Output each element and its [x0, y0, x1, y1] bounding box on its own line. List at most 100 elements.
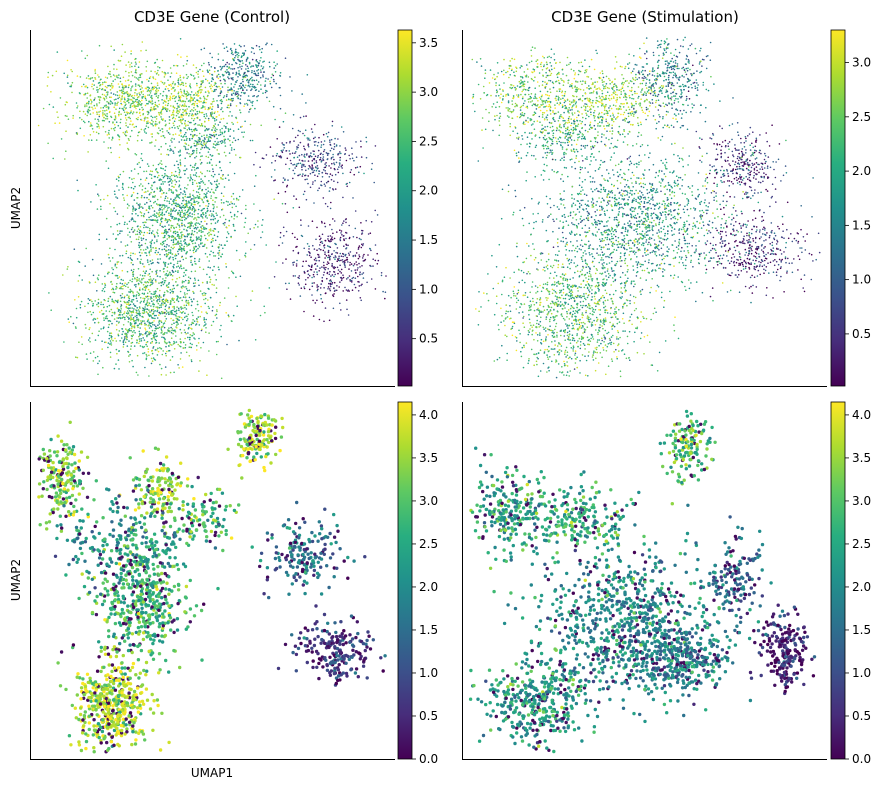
- scatter-point: [337, 272, 339, 275]
- scatter-point: [182, 84, 185, 87]
- scatter-point: [97, 195, 100, 197]
- scatter-point: [92, 131, 95, 133]
- scatter-point: [361, 243, 363, 246]
- scatter-point: [162, 183, 164, 185]
- scatter-point: [155, 296, 158, 299]
- scatter-point: [106, 113, 108, 115]
- scatter-point: [245, 64, 247, 66]
- scatter-point: [256, 99, 259, 102]
- scatter-point: [138, 112, 141, 115]
- scatter-point: [318, 318, 321, 321]
- scatter-point: [228, 89, 231, 91]
- scatter-point: [238, 60, 241, 62]
- scatter-point: [320, 237, 322, 240]
- scatter-point: [327, 256, 329, 259]
- scatter-point: [213, 215, 215, 218]
- scatter-point: [181, 281, 184, 284]
- scatter-point: [142, 249, 145, 251]
- scatter-point: [197, 191, 200, 194]
- scatter-point: [194, 140, 196, 142]
- scatter-point: [209, 107, 212, 109]
- scatter-point: [50, 91, 52, 93]
- scatter-point: [140, 104, 142, 106]
- scatter-point: [178, 184, 181, 186]
- scatter-point: [120, 113, 122, 115]
- scatter-point: [162, 236, 165, 239]
- scatter-point: [177, 85, 179, 88]
- scatter-point: [192, 189, 195, 192]
- scatter-point: [183, 199, 185, 201]
- scatter-point: [345, 237, 347, 240]
- scatter-point: [354, 269, 357, 271]
- scatter-point: [141, 106, 143, 109]
- scatter-point: [179, 95, 181, 97]
- scatter-point: [137, 134, 139, 137]
- scatter-point: [188, 128, 191, 131]
- scatter-point: [88, 120, 90, 123]
- scatter-point: [114, 210, 117, 213]
- scatter-point: [162, 311, 164, 313]
- scatter-point: [334, 137, 336, 140]
- scatter-point: [225, 266, 228, 268]
- scatter-point: [213, 227, 216, 230]
- scatter-point: [100, 328, 102, 330]
- scatter-point: [233, 172, 236, 175]
- scatter-point: [135, 297, 138, 300]
- scatter-point: [178, 228, 181, 231]
- scatter-point: [170, 246, 173, 249]
- scatter-point: [205, 127, 208, 130]
- scatter-point: [143, 119, 146, 122]
- scatter-point: [285, 230, 288, 233]
- scatter-point: [106, 194, 109, 197]
- scatter-point: [172, 105, 175, 107]
- scatter-point: [156, 261, 159, 264]
- scatter-point: [137, 292, 140, 295]
- scatter-point: [359, 297, 362, 299]
- scatter-point: [345, 253, 347, 256]
- scatter-point: [339, 159, 341, 161]
- scatter-point: [246, 89, 248, 91]
- scatter-point: [221, 175, 224, 177]
- scatter-point: [172, 309, 174, 312]
- scatter-point: [256, 95, 258, 98]
- scatter-point: [100, 301, 102, 304]
- scatter-point: [151, 317, 154, 319]
- scatter-point: [203, 143, 206, 146]
- scatter-point: [136, 300, 138, 302]
- scatter-point: [317, 141, 320, 144]
- scatter-point: [118, 276, 121, 278]
- scatter-point: [172, 116, 175, 119]
- scatter-point: [326, 173, 329, 175]
- scatter-point: [145, 311, 148, 313]
- scatter-point: [140, 214, 143, 217]
- scatter-point: [210, 215, 213, 217]
- scatter-point: [160, 367, 163, 370]
- scatter-point: [130, 111, 132, 114]
- scatter-point: [182, 100, 185, 102]
- scatter-point: [184, 169, 187, 172]
- scatter-point: [194, 157, 196, 159]
- scatter-point: [174, 146, 176, 149]
- scatter-point: [320, 141, 323, 143]
- scatter-point: [276, 138, 279, 140]
- scatter-point: [138, 207, 140, 210]
- scatter-point: [98, 96, 100, 98]
- scatter-point: [297, 162, 300, 165]
- scatter-point: [298, 206, 301, 209]
- scatter-point: [141, 97, 144, 99]
- scatter-point: [336, 231, 338, 233]
- scatter-point: [182, 204, 185, 207]
- scatter-point: [270, 86, 273, 89]
- scatter-point: [318, 172, 320, 175]
- scatter-point: [137, 279, 139, 282]
- scatter-point: [177, 271, 179, 274]
- scatter-point: [182, 118, 184, 120]
- scatter-point: [192, 174, 195, 176]
- scatter-point: [208, 64, 210, 66]
- scatter-point: [104, 317, 107, 320]
- scatter-point: [169, 176, 171, 178]
- scatter-point: [314, 174, 316, 176]
- scatter-point: [244, 254, 246, 257]
- scatter-point: [304, 165, 307, 168]
- scatter-point: [194, 113, 197, 115]
